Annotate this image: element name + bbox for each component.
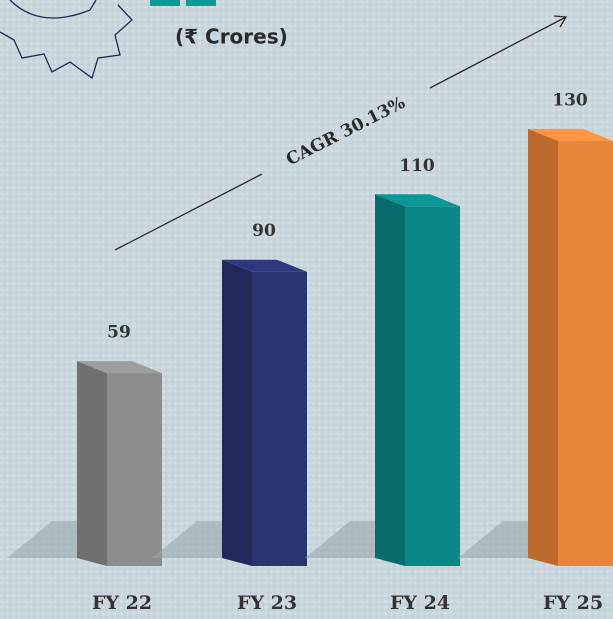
bar-side bbox=[528, 128, 558, 566]
gear-icon bbox=[0, 0, 133, 80]
title-fragment bbox=[150, 0, 180, 6]
value-label: 59 bbox=[107, 323, 131, 343]
bar bbox=[107, 373, 162, 566]
bar bbox=[405, 206, 460, 567]
cagr-arrow bbox=[114, 15, 568, 251]
value-label: 130 bbox=[552, 90, 588, 110]
bar-shadow bbox=[7, 521, 77, 558]
x-tick-label: FY 22 bbox=[92, 592, 152, 614]
bar-shadow bbox=[152, 521, 222, 558]
bar-side bbox=[222, 259, 252, 566]
bar-top bbox=[528, 128, 613, 141]
bar bbox=[558, 140, 613, 566]
bar-top bbox=[375, 194, 460, 207]
bar-shadow bbox=[305, 521, 375, 558]
bar-side bbox=[77, 361, 107, 566]
bar bbox=[252, 271, 307, 566]
x-tick-label: FY 24 bbox=[390, 592, 450, 614]
bar-shadow bbox=[458, 521, 528, 558]
bar-top bbox=[77, 361, 162, 374]
subtitle: (₹ Crores) bbox=[175, 25, 288, 49]
x-tick-label: FY 25 bbox=[543, 592, 603, 614]
title-fragment bbox=[186, 0, 216, 6]
bar-top bbox=[222, 259, 307, 272]
value-label: 90 bbox=[252, 221, 276, 241]
value-label: 110 bbox=[399, 156, 435, 176]
bar-side bbox=[375, 194, 405, 567]
x-tick-label: FY 23 bbox=[237, 592, 297, 614]
